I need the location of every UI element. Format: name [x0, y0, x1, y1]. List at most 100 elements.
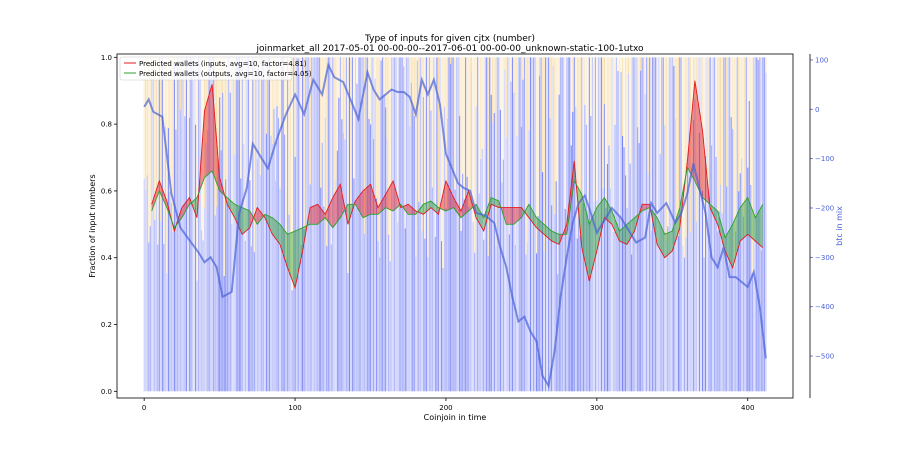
bar-blue — [440, 241, 443, 392]
legend-box — [119, 56, 293, 81]
bar-blue — [606, 163, 609, 392]
bar-yellow — [376, 57, 378, 199]
bar-blue — [659, 153, 661, 392]
bar-yellow — [760, 57, 762, 251]
bar-blue — [602, 188, 604, 392]
bar-yellow — [234, 57, 236, 155]
bar-blue — [446, 118, 449, 392]
bar-yellow — [718, 57, 720, 212]
bar-yellow — [214, 57, 216, 216]
bar-yellow — [735, 57, 737, 232]
bar-blue — [193, 57, 195, 392]
bar-blue — [763, 57, 765, 392]
bar-blue — [711, 145, 713, 392]
y-axis-label: Fraction of input numbers — [88, 174, 97, 277]
bar-blue — [680, 57, 682, 392]
bar-blue — [618, 217, 621, 392]
bar-blue — [475, 106, 477, 392]
bar-blue — [748, 100, 750, 392]
bar-yellow — [201, 57, 203, 231]
bar-blue — [649, 57, 651, 392]
bar-blue — [692, 120, 695, 392]
bar-yellow — [225, 57, 227, 180]
legend: Predicted wallets (inputs, avg=10, facto… — [119, 56, 312, 81]
bar-blue — [751, 273, 753, 392]
bar-blue — [353, 178, 355, 392]
bar-blue — [412, 107, 414, 392]
bar-yellow — [650, 57, 652, 231]
bar-blue — [274, 180, 277, 392]
y2-tick-label: −300 — [815, 254, 834, 262]
bar-blue — [403, 66, 405, 392]
bar-blue — [552, 65, 554, 392]
bar-blue — [625, 175, 627, 392]
bar-yellow — [379, 57, 381, 258]
bar-blue — [626, 208, 628, 392]
bar-yellow — [184, 57, 186, 117]
bar-yellow — [336, 57, 338, 151]
bar-blue — [166, 273, 168, 392]
fill-segment — [619, 224, 628, 245]
bar-blue — [480, 158, 482, 392]
bar-yellow — [279, 57, 281, 189]
bar-yellow — [223, 57, 225, 277]
bar-yellow — [659, 57, 661, 154]
bar-yellow — [516, 57, 518, 136]
bar-blue — [730, 117, 732, 392]
bar-blue — [148, 242, 150, 392]
bar-blue — [259, 175, 261, 392]
bar-yellow — [623, 57, 625, 148]
bar-yellow — [608, 57, 610, 146]
bar-yellow — [579, 57, 581, 236]
bar-yellow — [253, 57, 255, 252]
bar-yellow — [397, 57, 399, 223]
bar-yellow — [656, 57, 658, 214]
bar-blue — [283, 134, 286, 392]
bar-blue — [647, 172, 649, 392]
bar-yellow — [243, 57, 245, 144]
bar-yellow — [421, 57, 423, 231]
bar-yellow — [572, 57, 574, 112]
bar-blue — [477, 57, 479, 392]
bar-blue — [261, 57, 263, 392]
bar-yellow — [692, 57, 695, 121]
bar-blue — [762, 57, 764, 392]
bar-yellow — [303, 57, 305, 229]
bar-blue — [152, 63, 154, 392]
bar-yellow — [271, 57, 274, 145]
bar-yellow — [593, 57, 595, 202]
bar-yellow — [526, 57, 529, 243]
bar-blue — [724, 57, 726, 392]
bar-blue — [584, 104, 586, 392]
bar-yellow — [472, 57, 474, 223]
bar-blue — [332, 57, 334, 392]
bar-yellow — [738, 57, 740, 192]
bar-blue — [249, 180, 251, 392]
bar-blue — [234, 154, 236, 392]
bar-yellow — [388, 57, 390, 235]
fill-segment — [717, 210, 726, 252]
bar-yellow — [187, 57, 189, 205]
bar-yellow — [353, 57, 355, 179]
bar-blue — [323, 206, 325, 392]
bar-blue — [454, 189, 456, 392]
bar-yellow — [290, 57, 292, 273]
bar-yellow — [682, 57, 684, 246]
bar-blue — [686, 168, 688, 392]
bar-yellow — [323, 57, 325, 207]
y-tick-label: 1.0 — [101, 54, 112, 62]
bar-blue — [576, 238, 578, 392]
bar-blue — [516, 135, 518, 392]
bar-yellow — [555, 57, 557, 182]
bar-blue — [354, 57, 357, 392]
bar-yellow — [739, 57, 741, 174]
bar-yellow — [513, 57, 515, 93]
bar-blue — [581, 57, 583, 392]
y2-tick-label: 100 — [815, 56, 828, 64]
bar-yellow — [695, 57, 698, 222]
bar-blue — [247, 57, 249, 392]
bar-blue — [548, 57, 550, 392]
bar-yellow — [283, 57, 286, 135]
bar-blue — [244, 240, 246, 392]
bar-blue — [338, 97, 340, 392]
